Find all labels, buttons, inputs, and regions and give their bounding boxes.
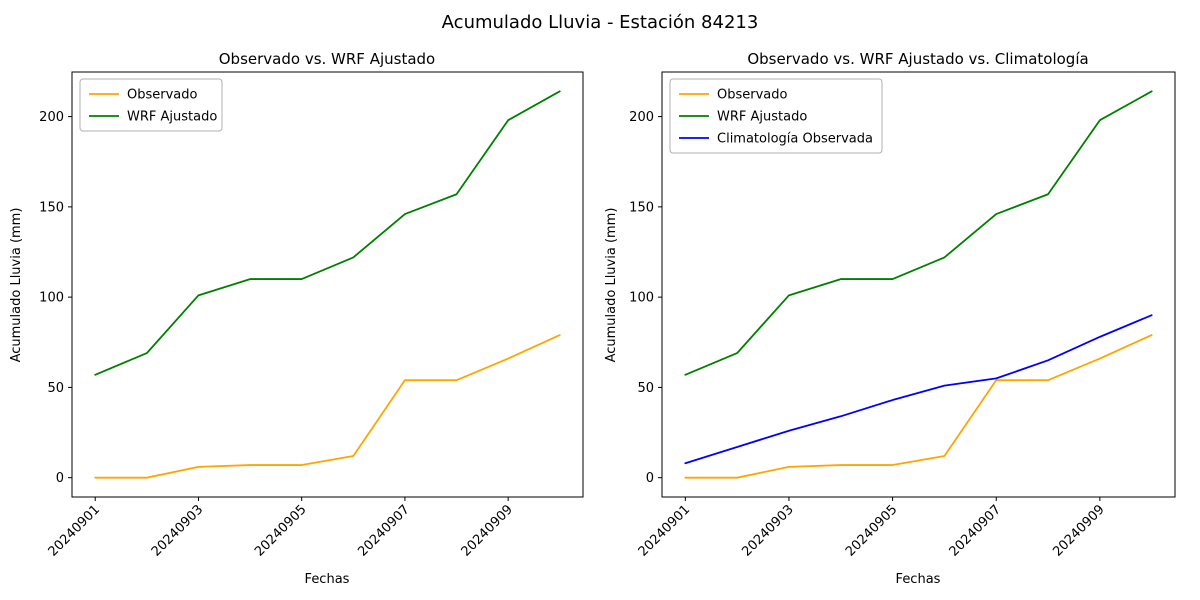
- y-tick-label: 0: [646, 471, 654, 486]
- y-tick-label: 0: [56, 471, 64, 486]
- x-tick-label: 20240903: [149, 502, 206, 559]
- series-line-climatolog-a-observada: [684, 314, 1153, 465]
- chart-observado-wrf: Observado vs. WRF Ajustado Acumulado Llu…: [9, 50, 584, 587]
- y-tick-label: 150: [629, 200, 654, 215]
- x-tick-label: 20240903: [739, 502, 796, 559]
- x-tick-label: 20240905: [252, 502, 309, 559]
- y-axis-label: Acumulado Lluvia (mm): [604, 208, 619, 363]
- x-tick-label: 20240901: [636, 502, 693, 559]
- legend-label: Observado: [717, 88, 788, 103]
- legend-box: [669, 78, 883, 154]
- y-tick-label: 100: [629, 291, 654, 306]
- chart-title: Observado vs. WRF Ajustado vs. Climatolo…: [747, 50, 1088, 68]
- x-tick-label: 20240905: [843, 502, 900, 559]
- series-line-observado: [684, 334, 1153, 479]
- x-tick-label: 20240907: [355, 502, 412, 559]
- y-tick-label: 50: [47, 381, 64, 396]
- figure-title: Acumulado Lluvia - Estación 84213: [441, 12, 759, 33]
- y-tick-label: 100: [39, 291, 64, 306]
- axes-frame: [71, 71, 584, 498]
- series-line-wrf-ajustado: [684, 90, 1153, 376]
- x-axis-label: Fechas: [305, 572, 350, 587]
- series-line-wrf-ajustado: [94, 90, 561, 376]
- plot-area: 0 50 100 150 200 20240901 20240903 20240905 2024…: [39, 71, 584, 560]
- legend-box: [79, 78, 223, 132]
- legend-label: Climatología Observada: [717, 132, 873, 147]
- y-axis-label: Acumulado Lluvia (mm): [9, 208, 24, 363]
- y-tick-label: 200: [39, 110, 64, 125]
- y-tick-label: 150: [39, 200, 64, 215]
- plot-area: 0 50 100 150 200 20240901 20240903 20240905 2024…: [629, 71, 1176, 560]
- legend-label: WRF Ajustado: [127, 110, 217, 125]
- x-tick-label: 20240907: [947, 502, 1004, 559]
- y-tick-label: 200: [629, 110, 654, 125]
- series-line-observado: [94, 334, 561, 479]
- x-tick-label: 20240909: [459, 502, 516, 559]
- x-tick-label: 20240901: [46, 502, 103, 559]
- legend-label: Observado: [127, 88, 198, 103]
- x-axis-label: Fechas: [896, 572, 941, 587]
- legend-label: WRF Ajustado: [717, 110, 807, 125]
- chart-observado-wrf-climatologia: Observado vs. WRF Ajustado vs. Climatolo…: [604, 50, 1176, 587]
- x-tick-label: 20240909: [1050, 502, 1107, 559]
- axes-frame: [661, 71, 1176, 498]
- chart-title: Observado vs. WRF Ajustado: [219, 50, 435, 68]
- y-tick-label: 50: [637, 381, 654, 396]
